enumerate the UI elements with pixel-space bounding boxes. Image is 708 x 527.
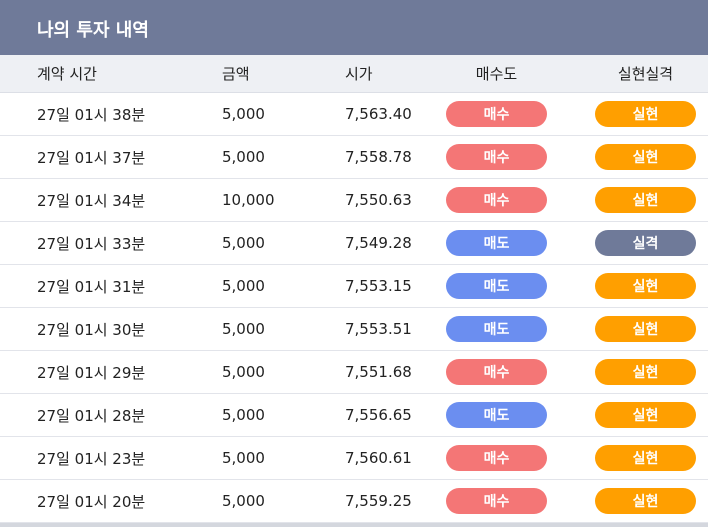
column-header: 시가 xyxy=(345,65,373,83)
status-badge: 실현 xyxy=(595,101,696,127)
column-header: 매수도 xyxy=(475,65,518,83)
badge-cell: 실격 xyxy=(595,222,696,264)
status-badge: 매수 xyxy=(446,488,547,514)
badge-cell: 매수 xyxy=(446,351,547,393)
badge-cell: 매수 xyxy=(446,179,547,221)
badge-cell: 매도 xyxy=(446,308,547,350)
table-cell: 5,000 xyxy=(222,234,265,252)
badge-cell: 매도 xyxy=(446,265,547,307)
status-badge: 실현 xyxy=(595,187,696,213)
badge-cell: 실현 xyxy=(595,136,696,178)
status-badge: 실현 xyxy=(595,359,696,385)
table-cell: 27일 01시 34분 xyxy=(37,191,146,210)
status-badge: 실현 xyxy=(595,488,696,514)
badge-cell: 실현 xyxy=(595,351,696,393)
badge-cell: 실현 xyxy=(595,437,696,479)
status-badge: 실현 xyxy=(595,316,696,342)
table-row: 27일 01시 28분 5,000 7,556.65 매도 실현 xyxy=(0,394,708,437)
status-badge: 매수 xyxy=(446,359,547,385)
column-header: 계약 시간 xyxy=(37,65,97,83)
table-cell: 27일 01시 33분 xyxy=(37,234,146,253)
status-badge: 실현 xyxy=(595,445,696,471)
badge-cell: 매수 xyxy=(446,437,547,479)
badge-cell: 실현 xyxy=(595,308,696,350)
table-row: 27일 01시 31분 5,000 7,553.15 매도 실현 xyxy=(0,265,708,308)
table-row: 27일 01시 34분 10,000 7,550.63 매수 실현 xyxy=(0,179,708,222)
table-cell: 7,549.28 xyxy=(345,234,412,252)
column-header: 실현실격 xyxy=(617,65,674,83)
header: 나의 투자 내역 xyxy=(0,0,708,55)
table-cell: 5,000 xyxy=(222,320,265,338)
badge-cell: 실현 xyxy=(595,265,696,307)
table-cell: 27일 01시 20분 xyxy=(37,492,146,511)
column-header: 금액 xyxy=(222,65,250,83)
status-badge: 실현 xyxy=(595,402,696,428)
table-cell: 5,000 xyxy=(222,148,265,166)
table-cell: 27일 01시 29분 xyxy=(37,363,146,382)
badge-cell: 매수 xyxy=(446,480,547,522)
table-cell: 5,000 xyxy=(222,492,265,510)
table-cell: 7,551.68 xyxy=(345,363,412,381)
table-cell: 5,000 xyxy=(222,277,265,295)
table-cell: 7,553.51 xyxy=(345,320,412,338)
footer-bar xyxy=(0,523,708,527)
table-cell: 7,556.65 xyxy=(345,406,412,424)
status-badge: 실격 xyxy=(595,230,696,256)
status-badge: 매도 xyxy=(446,316,547,342)
table-cell: 27일 01시 37분 xyxy=(37,148,146,167)
table-cell: 5,000 xyxy=(222,449,265,467)
badge-cell: 매도 xyxy=(446,222,547,264)
badge-cell: 실현 xyxy=(595,394,696,436)
title: 나의 투자 내역 xyxy=(37,20,149,41)
status-badge: 실현 xyxy=(595,273,696,299)
table-row: 27일 01시 20분 5,000 7,559.25 매수 실현 xyxy=(0,480,708,523)
table-header: 계약 시간 금액 시가 매수도 실현실격 xyxy=(0,55,708,93)
table-cell: 27일 01시 28분 xyxy=(37,406,146,425)
table-cell: 27일 01시 38분 xyxy=(37,105,146,124)
status-badge: 매수 xyxy=(446,445,547,471)
table-cell: 5,000 xyxy=(222,105,265,123)
table-row: 27일 01시 30분 5,000 7,553.51 매도 실현 xyxy=(0,308,708,351)
status-badge: 매도 xyxy=(446,230,547,256)
badge-cell: 매수 xyxy=(446,136,547,178)
status-badge: 매도 xyxy=(446,402,547,428)
badge-cell: 실현 xyxy=(595,179,696,221)
status-badge: 매도 xyxy=(446,273,547,299)
badge-cell: 실현 xyxy=(595,480,696,522)
table-cell: 27일 01시 23분 xyxy=(37,449,146,468)
table-row: 27일 01시 33분 5,000 7,549.28 매도 실격 xyxy=(0,222,708,265)
table-cell: 7,550.63 xyxy=(345,191,412,209)
status-badge: 매수 xyxy=(446,187,547,213)
table-cell: 7,553.15 xyxy=(345,277,412,295)
badge-cell: 실현 xyxy=(595,93,696,135)
status-badge: 매수 xyxy=(446,101,547,127)
table-cell: 10,000 xyxy=(222,191,275,209)
table-cell: 5,000 xyxy=(222,406,265,424)
status-badge: 매수 xyxy=(446,144,547,170)
table-row: 27일 01시 38분 5,000 7,563.40 매수 실현 xyxy=(0,93,708,136)
badge-cell: 매수 xyxy=(446,93,547,135)
table-cell: 7,559.25 xyxy=(345,492,412,510)
table-row: 27일 01시 37분 5,000 7,558.78 매수 실현 xyxy=(0,136,708,179)
status-badge: 실현 xyxy=(595,144,696,170)
table-cell: 27일 01시 31분 xyxy=(37,277,146,296)
table-cell: 7,558.78 xyxy=(345,148,412,166)
table-cell: 7,563.40 xyxy=(345,105,412,123)
table-cell: 5,000 xyxy=(222,363,265,381)
table-cell: 7,560.61 xyxy=(345,449,412,467)
table-cell: 27일 01시 30분 xyxy=(37,320,146,339)
table-row: 27일 01시 23분 5,000 7,560.61 매수 실현 xyxy=(0,437,708,480)
table-row: 27일 01시 29분 5,000 7,551.68 매수 실현 xyxy=(0,351,708,394)
badge-cell: 매도 xyxy=(446,394,547,436)
